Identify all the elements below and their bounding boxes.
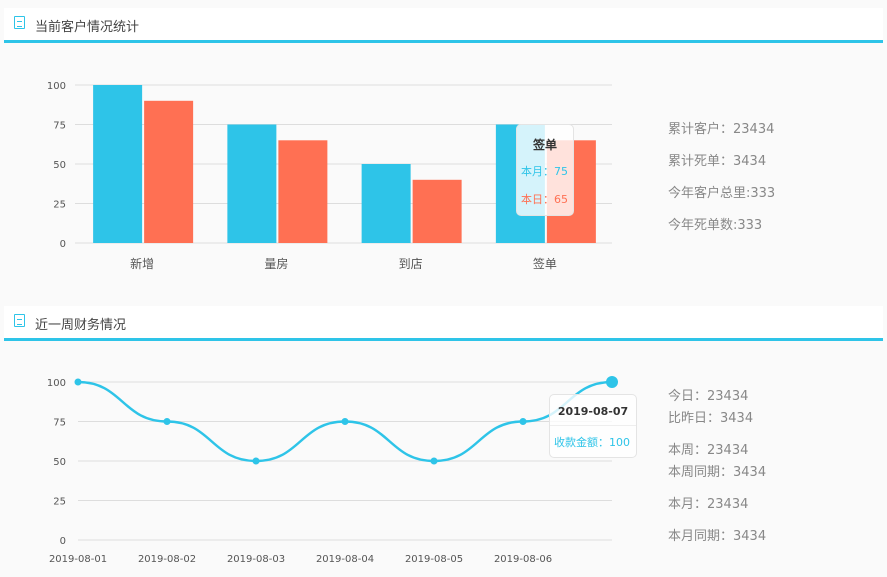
bar: [412, 179, 462, 243]
document-icon: [14, 314, 25, 327]
y-tick-label: 75: [53, 121, 66, 132]
data-point: [163, 418, 171, 425]
stat-item: 累计死单：3434: [668, 154, 767, 169]
x-tick-label: 到店: [399, 257, 423, 271]
x-tick-label: 2019-08-01: [49, 554, 107, 565]
stat-item: 本周：23434: [668, 443, 749, 458]
stat-item: 本月：23434: [668, 497, 749, 512]
x-tick-label: 2019-08-03: [227, 554, 285, 565]
tooltip-value: 65: [554, 193, 568, 206]
y-tick-label: 50: [53, 160, 66, 171]
stat-item: 本周同期：3434: [668, 465, 767, 480]
bar-tooltip: 签单 本月：75 本日：65: [516, 124, 574, 216]
bar: [93, 85, 143, 243]
stat-item: 本月同期：3434: [668, 529, 767, 544]
data-point: [519, 418, 527, 425]
x-tick-label: 2019-08-02: [138, 554, 196, 565]
data-point: [341, 418, 349, 425]
tooltip-title: 2019-08-07: [550, 405, 636, 426]
x-tick-label: 2019-08-06: [494, 554, 552, 565]
y-tick-label: 75: [53, 418, 66, 429]
section-header-finance: 近一周财务情况: [4, 306, 883, 341]
data-point: [606, 376, 618, 388]
y-tick-label: 25: [53, 200, 66, 211]
section-header-customers: 当前客户情况统计: [4, 8, 883, 43]
tooltip-value: 75: [554, 165, 568, 178]
tooltip-title: 签单: [532, 138, 557, 152]
data-point: [74, 378, 82, 386]
stat-item: 累计客户：23434: [668, 122, 775, 137]
x-tick-label: 新增: [130, 256, 154, 271]
bar: [361, 164, 411, 243]
section-title: 当前客户情况统计: [35, 20, 140, 35]
x-tick-label: 量房: [264, 256, 288, 271]
y-tick-label: 25: [53, 497, 66, 508]
tooltip-value: 100: [609, 436, 630, 449]
tooltip-label: 收款金额: [554, 436, 598, 449]
tooltip-label: 本月: [521, 165, 543, 178]
stat-item: 比昨日：3434: [668, 411, 754, 426]
stat-item: 今日：23434: [668, 389, 749, 404]
document-icon: [14, 16, 25, 29]
bar: [227, 124, 277, 243]
data-point: [430, 457, 438, 465]
x-tick-label: 2019-08-04: [316, 554, 374, 565]
y-tick-label: 50: [53, 457, 66, 468]
line-tooltip: 2019-08-07 收款金额：100: [549, 394, 637, 458]
y-tick-label: 0: [60, 536, 66, 547]
x-tick-label: 签单: [533, 256, 557, 271]
bar: [144, 100, 194, 243]
bar: [278, 140, 328, 243]
y-tick-label: 0: [60, 239, 66, 250]
stat-item: 今年客户总里:333: [668, 186, 776, 201]
y-tick-label: 100: [47, 81, 66, 92]
section-title: 近一周财务情况: [35, 318, 127, 333]
data-point: [252, 457, 260, 465]
x-tick-label: 2019-08-05: [405, 554, 463, 565]
stat-item: 今年死单数:333: [668, 218, 763, 233]
y-tick-label: 100: [47, 378, 66, 389]
tooltip-label: 本日: [521, 193, 543, 206]
